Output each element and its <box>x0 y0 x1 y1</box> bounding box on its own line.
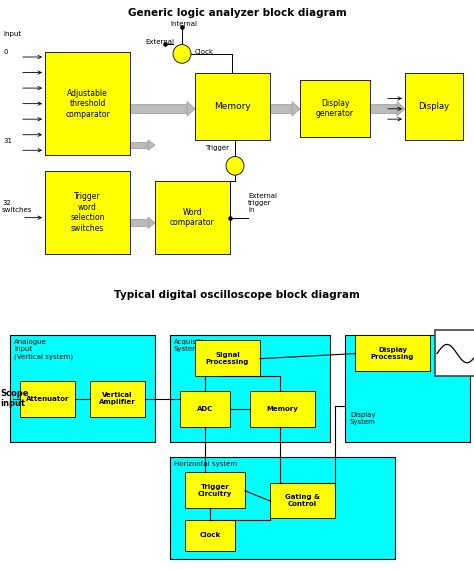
Text: Display: Display <box>419 102 449 111</box>
FancyBboxPatch shape <box>250 391 315 427</box>
Text: Trigger
Circuitry: Trigger Circuitry <box>198 484 232 497</box>
FancyBboxPatch shape <box>405 73 463 140</box>
Text: Clock: Clock <box>195 49 214 55</box>
Text: 32
switches: 32 switches <box>2 200 32 213</box>
Text: Internal: Internal <box>170 21 197 27</box>
FancyBboxPatch shape <box>270 104 292 113</box>
Text: Attenuator: Attenuator <box>26 396 69 402</box>
FancyBboxPatch shape <box>10 335 155 442</box>
Polygon shape <box>148 217 155 229</box>
FancyBboxPatch shape <box>270 483 335 518</box>
Text: Display
generator: Display generator <box>316 98 354 118</box>
Circle shape <box>173 44 191 63</box>
FancyBboxPatch shape <box>45 171 130 254</box>
FancyBboxPatch shape <box>90 381 145 417</box>
FancyBboxPatch shape <box>155 182 230 254</box>
Text: ADC: ADC <box>197 406 213 412</box>
Text: External
trigger
in: External trigger in <box>248 193 277 213</box>
FancyBboxPatch shape <box>45 52 130 155</box>
FancyBboxPatch shape <box>370 104 397 113</box>
Text: Memory: Memory <box>266 406 299 412</box>
FancyBboxPatch shape <box>130 142 148 148</box>
FancyBboxPatch shape <box>130 104 187 113</box>
FancyBboxPatch shape <box>130 219 148 226</box>
FancyBboxPatch shape <box>20 381 75 417</box>
Text: 31: 31 <box>3 138 12 144</box>
Text: Display
Processing: Display Processing <box>371 347 414 360</box>
FancyBboxPatch shape <box>180 391 230 427</box>
Text: 0: 0 <box>3 49 8 55</box>
Polygon shape <box>397 102 405 116</box>
FancyBboxPatch shape <box>185 472 245 508</box>
Text: Trigger
word
selection
switches: Trigger word selection switches <box>70 192 105 233</box>
FancyBboxPatch shape <box>355 335 430 371</box>
FancyBboxPatch shape <box>170 457 395 559</box>
Polygon shape <box>292 102 300 116</box>
FancyBboxPatch shape <box>300 80 370 137</box>
Text: Trigger: Trigger <box>205 145 229 151</box>
Text: Adjustable
threshold
comparator: Adjustable threshold comparator <box>65 89 110 118</box>
Text: Scope
input: Scope input <box>0 389 28 408</box>
Text: Clock: Clock <box>200 533 220 538</box>
Text: Memory: Memory <box>214 102 251 111</box>
Text: Gating &
Control: Gating & Control <box>285 494 320 507</box>
FancyBboxPatch shape <box>170 335 330 442</box>
Text: Typical digital oscilloscope block diagram: Typical digital oscilloscope block diagr… <box>114 290 360 300</box>
Text: Analogue
Input
(Vertical system): Analogue Input (Vertical system) <box>14 339 73 360</box>
Text: Display
System: Display System <box>350 411 376 424</box>
Circle shape <box>226 156 244 175</box>
Polygon shape <box>148 140 155 150</box>
Polygon shape <box>187 102 195 116</box>
Text: Horizontal system: Horizontal system <box>174 461 237 467</box>
Text: External: External <box>145 39 174 44</box>
Text: Acquisition
System: Acquisition System <box>174 339 212 352</box>
Text: Input: Input <box>3 31 21 38</box>
Text: Signal
Processing: Signal Processing <box>206 352 249 365</box>
FancyBboxPatch shape <box>195 340 260 376</box>
FancyBboxPatch shape <box>345 335 470 442</box>
Text: Vertical
Amplifier: Vertical Amplifier <box>99 392 136 405</box>
Text: Word
comparator: Word comparator <box>170 208 215 228</box>
FancyBboxPatch shape <box>185 520 235 551</box>
FancyBboxPatch shape <box>435 330 474 376</box>
FancyBboxPatch shape <box>195 73 270 140</box>
Text: Generic logic analyzer block diagram: Generic logic analyzer block diagram <box>128 9 346 18</box>
